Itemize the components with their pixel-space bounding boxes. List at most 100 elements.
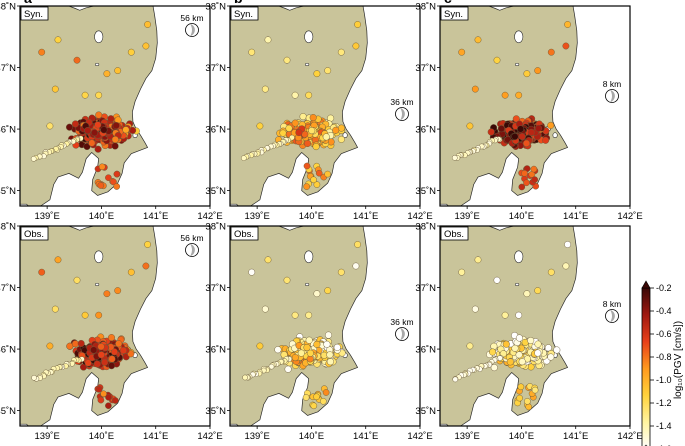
- station-marker: [515, 91, 523, 99]
- row-label: Obs.: [230, 226, 259, 241]
- station-marker: [518, 358, 526, 366]
- station-marker: [511, 344, 519, 352]
- station-marker: [564, 241, 572, 248]
- station-marker: [274, 346, 282, 354]
- station-marker: [313, 290, 321, 298]
- lake: [304, 282, 310, 286]
- station-marker: [523, 70, 531, 78]
- station-marker: [84, 126, 92, 135]
- station-marker: [122, 126, 130, 134]
- lat-tick-label: 38˚N: [0, 2, 16, 13]
- station-marker: [534, 349, 542, 357]
- lat-tick-label: 37˚N: [415, 63, 436, 74]
- station-marker: [90, 129, 99, 137]
- station-marker: [115, 340, 123, 348]
- lon-tick-label: 141˚E: [353, 211, 378, 222]
- lat-tick-label: 38˚N: [415, 2, 436, 13]
- station-marker: [264, 36, 272, 44]
- colorbar-top-arrow: [641, 280, 651, 289]
- depth-label: 36 km: [390, 97, 413, 107]
- station-marker: [326, 351, 334, 359]
- station-marker: [240, 155, 247, 161]
- lon-tick-label: 142˚E: [617, 211, 642, 222]
- lat-tick-label: 37˚N: [205, 63, 226, 74]
- lat-tick-label: 36˚N: [415, 125, 436, 136]
- station-marker: [77, 339, 85, 348]
- map-frame: [439, 225, 631, 427]
- lon-tick-label: 140˚E: [509, 431, 534, 442]
- lake: [514, 30, 524, 44]
- station-marker: [313, 70, 321, 78]
- station-marker: [337, 135, 345, 143]
- panel-letter: a: [24, 0, 32, 6]
- lake: [94, 62, 100, 66]
- station-markers: [240, 21, 362, 190]
- station-marker: [521, 169, 528, 177]
- station-marker: [313, 340, 321, 348]
- station-marker: [248, 48, 256, 56]
- lat-tick-label: 36˚N: [205, 345, 226, 356]
- station-marker: [512, 115, 520, 123]
- station-marker: [326, 358, 334, 366]
- station-marker: [30, 155, 37, 162]
- colorbar-tick-label: -1.0: [656, 375, 672, 385]
- station-marker: [127, 350, 135, 358]
- station-marker: [333, 343, 341, 351]
- station-marker: [142, 42, 150, 50]
- station-marker: [305, 91, 313, 99]
- station-marker: [515, 351, 523, 359]
- colorbar-tick-label: -1.4: [656, 421, 672, 431]
- panel-letter: c: [444, 0, 452, 6]
- colorbar-tick-label: -0.2: [656, 283, 672, 293]
- station-marker: [502, 340, 510, 348]
- station-marker: [105, 402, 112, 410]
- station-marker: [525, 403, 533, 411]
- colorbar-title: log₁₀(PGV [cm/s]): [673, 321, 684, 399]
- station-marker: [516, 394, 523, 402]
- station-marker: [242, 374, 248, 381]
- station-marker: [283, 276, 291, 284]
- station-marker: [51, 85, 59, 93]
- station-marker: [119, 346, 127, 355]
- map-panel: 8 km 139˚E 140˚E 141˚E 142˚E 38˚N 37˚N 36˚N 35˚N…: [415, 222, 642, 443]
- lat-tick-label: 38˚N: [205, 2, 226, 13]
- station-marker: [323, 340, 331, 348]
- station-marker: [313, 181, 321, 188]
- station-marker: [105, 174, 112, 182]
- lon-tick-label: 139˚E: [34, 431, 59, 442]
- station-marker: [322, 133, 330, 141]
- station-marker: [324, 287, 332, 295]
- station-marker: [108, 362, 116, 370]
- station-marker: [73, 56, 81, 64]
- station-marker: [530, 165, 538, 173]
- station-markers: [451, 21, 572, 191]
- station-marker: [515, 311, 523, 319]
- station-marker: [474, 36, 482, 44]
- focal-mechanism: 36 km: [390, 317, 414, 341]
- station-marker: [291, 311, 299, 319]
- lon-tick-label: 139˚E: [454, 431, 479, 442]
- station-marker: [490, 342, 498, 350]
- station-marker: [71, 120, 79, 128]
- lat-tick-label: 35˚N: [415, 406, 436, 417]
- station-marker: [110, 178, 117, 186]
- station-marker: [261, 305, 269, 313]
- station-marker: [354, 241, 362, 248]
- station-marker: [305, 311, 313, 319]
- lake: [552, 132, 558, 139]
- station-markers: [452, 241, 572, 411]
- station-marker: [324, 170, 331, 178]
- panel-letter: b: [234, 0, 243, 6]
- station-marker: [127, 268, 135, 276]
- colorbar-tick-label: -0.8: [656, 352, 672, 362]
- station-marker: [547, 121, 555, 129]
- focal-mechanism: 36 km: [390, 97, 414, 121]
- station-marker: [83, 142, 91, 151]
- station-marker: [324, 331, 333, 339]
- station-marker: [51, 305, 59, 313]
- station-marker: [97, 343, 105, 351]
- station-marker: [487, 128, 495, 136]
- station-marker: [452, 376, 459, 383]
- lat-tick-label: 36˚N: [0, 125, 16, 136]
